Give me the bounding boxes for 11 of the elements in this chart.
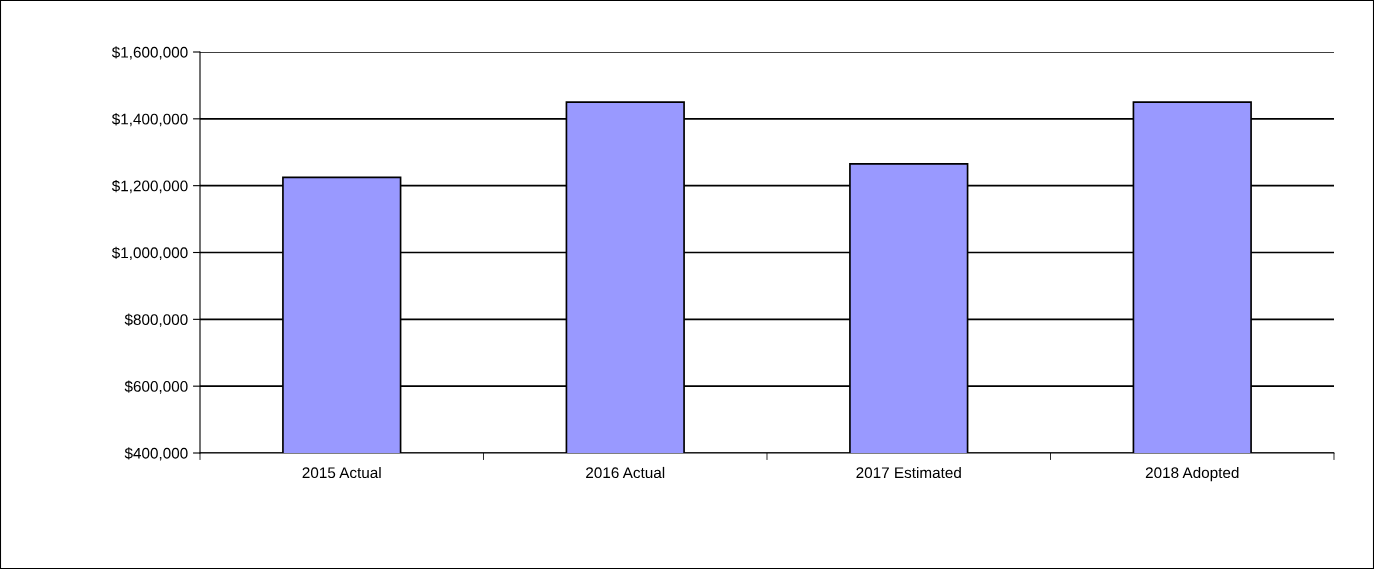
y-tick-label: $600,000 (124, 380, 188, 394)
y-tick-label: $1,400,000 (111, 113, 188, 127)
y-tick-label: $1,000,000 (111, 246, 188, 260)
x-tick-label: 2018 Adopted (1145, 466, 1239, 482)
x-tick-label: 2017 Estimated (856, 466, 961, 479)
y-tick-label: $400,000 (124, 447, 188, 461)
x-tick-label: 2015 Actual (302, 466, 381, 479)
y-tick-label: $1,600,000 (111, 46, 188, 60)
x-tick-label: 2016 Actual (586, 466, 665, 479)
y-tick-label: $1,200,000 (111, 179, 188, 194)
y-tick-label: $800,000 (124, 313, 188, 327)
